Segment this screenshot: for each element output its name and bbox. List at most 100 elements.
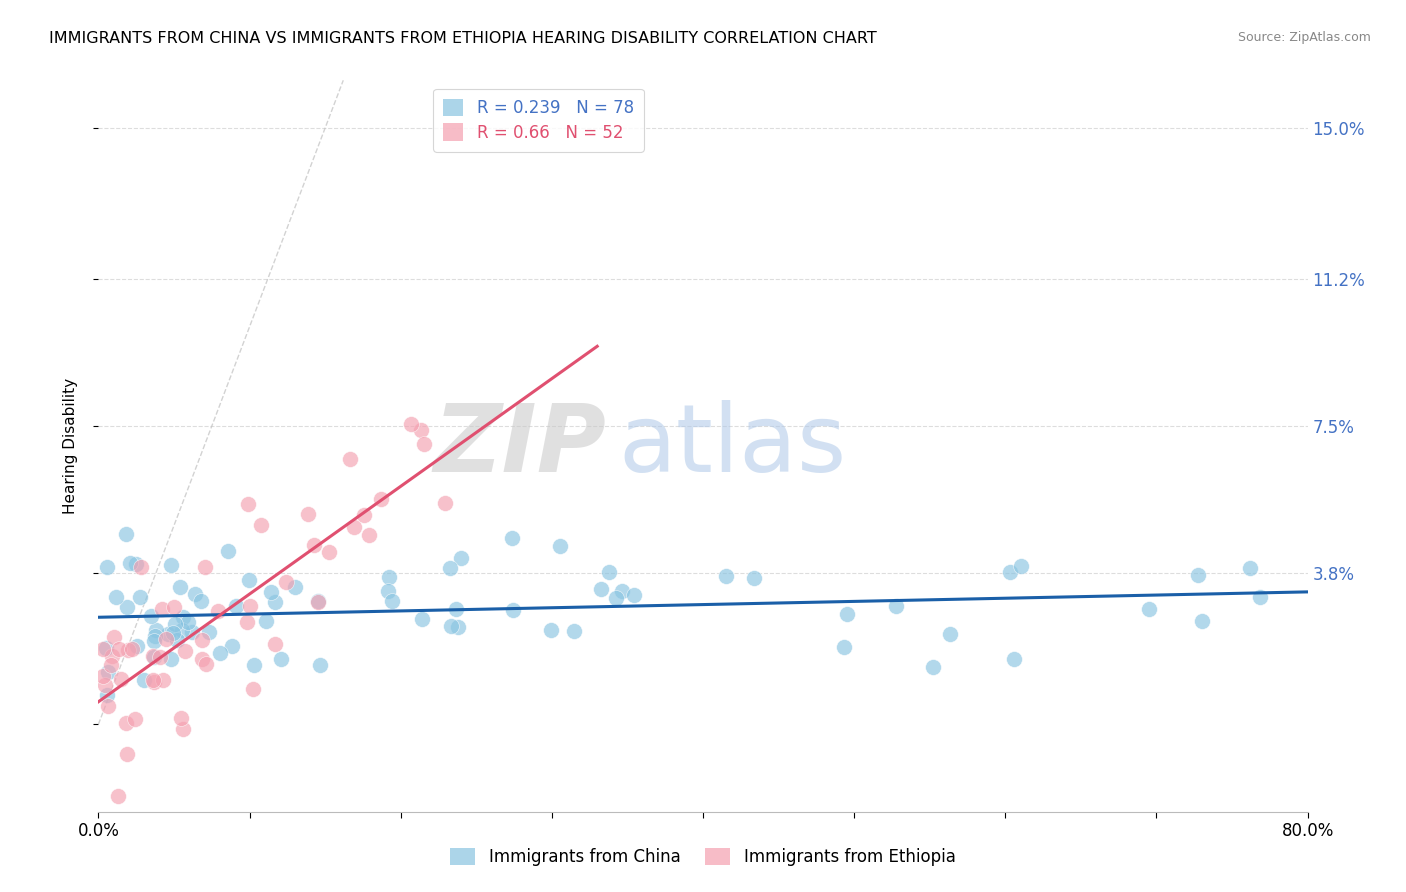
Point xyxy=(166,633,188,648)
Point xyxy=(183,587,205,601)
Point xyxy=(236,615,259,629)
Point xyxy=(238,497,260,511)
Point xyxy=(157,627,180,641)
Point xyxy=(172,723,194,737)
Point xyxy=(100,657,122,672)
Point xyxy=(440,618,463,632)
Point xyxy=(835,607,858,622)
Legend: Immigrants from China, Immigrants from Ethiopia: Immigrants from China, Immigrants from E… xyxy=(444,841,962,873)
Point xyxy=(142,673,165,687)
Point xyxy=(129,559,152,574)
Point xyxy=(370,491,392,506)
Point xyxy=(101,649,124,664)
Point xyxy=(939,626,962,640)
Point xyxy=(177,615,200,629)
Point xyxy=(170,711,193,725)
Point xyxy=(548,539,571,553)
Point xyxy=(149,650,172,665)
Point xyxy=(160,558,183,573)
Point xyxy=(169,580,191,594)
Point xyxy=(155,632,177,647)
Point xyxy=(254,614,277,628)
Point xyxy=(181,625,204,640)
Point xyxy=(260,585,283,599)
Point xyxy=(94,641,117,656)
Point xyxy=(1187,568,1209,582)
Point xyxy=(97,699,120,714)
Point xyxy=(150,602,173,616)
Point xyxy=(502,603,524,617)
Point xyxy=(91,641,114,656)
Point xyxy=(411,612,433,626)
Point xyxy=(832,640,855,654)
Point xyxy=(413,437,436,451)
Point xyxy=(921,660,943,674)
Point xyxy=(139,609,162,624)
Point xyxy=(107,789,129,803)
Point xyxy=(91,669,114,683)
Point xyxy=(132,673,155,688)
Point xyxy=(284,580,307,594)
Point xyxy=(1002,652,1025,666)
Point xyxy=(264,595,287,609)
Point xyxy=(716,569,738,583)
Point xyxy=(163,600,186,615)
Point xyxy=(221,639,243,653)
Point xyxy=(115,715,138,730)
Point xyxy=(433,496,456,510)
Point xyxy=(562,624,585,638)
Point xyxy=(103,630,125,644)
Point xyxy=(225,599,247,613)
Point xyxy=(120,556,142,570)
Point xyxy=(125,557,148,571)
Point xyxy=(172,623,194,637)
Point xyxy=(339,451,361,466)
Point xyxy=(377,583,399,598)
Point xyxy=(297,508,319,522)
Point xyxy=(96,688,118,702)
Point xyxy=(163,616,186,631)
Point xyxy=(270,652,292,666)
Point xyxy=(243,658,266,673)
Point xyxy=(742,571,765,585)
Point xyxy=(623,588,645,602)
Point xyxy=(378,570,401,584)
Point xyxy=(307,593,329,607)
Point xyxy=(884,599,907,613)
Point xyxy=(359,527,381,541)
Point xyxy=(94,678,117,692)
Point xyxy=(143,629,166,643)
Point xyxy=(409,423,432,437)
Point xyxy=(242,682,264,697)
Point xyxy=(238,573,260,587)
Point xyxy=(439,561,461,575)
Point xyxy=(598,566,620,580)
Text: Source: ZipAtlas.com: Source: ZipAtlas.com xyxy=(1237,31,1371,45)
Point xyxy=(160,651,183,665)
Legend: R = 0.239   N = 78, R = 0.66   N = 52: R = 0.239 N = 78, R = 0.66 N = 52 xyxy=(433,88,644,152)
Point xyxy=(276,575,298,590)
Point xyxy=(302,538,325,552)
Point xyxy=(610,584,633,599)
Point xyxy=(190,652,212,666)
Point xyxy=(117,600,139,615)
Point xyxy=(152,673,174,687)
Point xyxy=(104,591,127,605)
Point xyxy=(142,649,165,664)
Point xyxy=(194,657,217,671)
Point xyxy=(1249,590,1271,604)
Point xyxy=(128,590,150,604)
Point xyxy=(591,582,613,597)
Point xyxy=(1137,602,1160,616)
Point xyxy=(501,531,523,545)
Point xyxy=(450,551,472,566)
Point xyxy=(198,625,221,640)
Point xyxy=(401,417,423,431)
Point xyxy=(172,610,194,624)
Point xyxy=(115,747,138,761)
Point xyxy=(239,599,262,613)
Point xyxy=(127,639,149,653)
Point xyxy=(117,643,139,657)
Text: IMMIGRANTS FROM CHINA VS IMMIGRANTS FROM ETHIOPIA HEARING DISABILITY CORRELATION: IMMIGRANTS FROM CHINA VS IMMIGRANTS FROM… xyxy=(49,31,877,46)
Point xyxy=(217,544,239,558)
